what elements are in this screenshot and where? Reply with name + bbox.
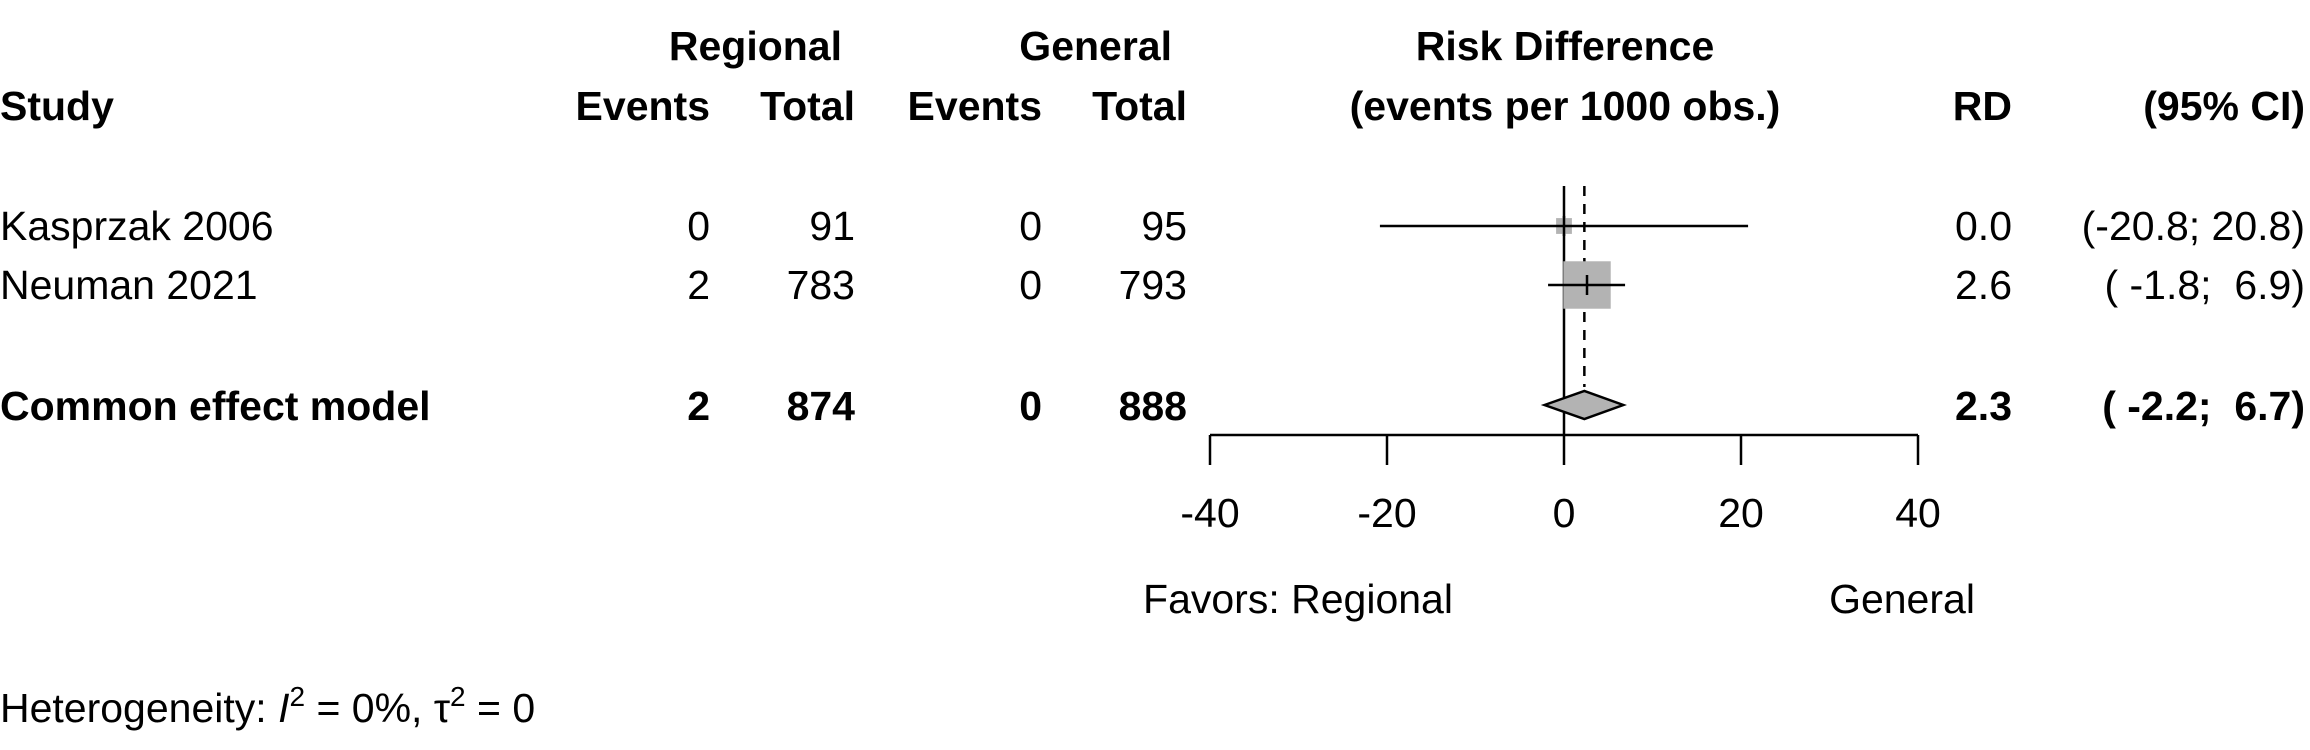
pooled-name: Common effect model xyxy=(0,383,431,429)
pooled-diamond xyxy=(1540,389,1627,421)
header-regional-total: Total xyxy=(760,83,855,129)
regional-events: 2 xyxy=(687,262,710,308)
i2-value: = 0%, xyxy=(305,685,434,731)
header-regional: Regional xyxy=(669,23,842,69)
header-study: Study xyxy=(0,83,114,129)
i2-superscript: 2 xyxy=(289,681,305,712)
header-general: General xyxy=(1019,23,1172,69)
general-events: 0 xyxy=(1019,203,1042,249)
pooled-general-events: 0 xyxy=(1019,383,1042,429)
i2-symbol: I xyxy=(278,685,289,731)
tau-symbol: τ xyxy=(434,685,450,731)
x-tick-label: 0 xyxy=(1553,490,1576,536)
general-total: 793 xyxy=(1119,262,1187,308)
general-total: 95 xyxy=(1141,203,1187,249)
pooled-rd: 2.3 xyxy=(1955,383,2012,429)
x-axis: -40 -20 0 20 40 xyxy=(1180,433,1941,536)
regional-total: 91 xyxy=(809,203,855,249)
x-tick-label: -40 xyxy=(1180,490,1239,536)
x-tick-label: -20 xyxy=(1357,490,1416,536)
tau-value: = 0 xyxy=(466,685,536,731)
general-events: 0 xyxy=(1019,262,1042,308)
header-rd: RD xyxy=(1953,83,2012,129)
favors-right-label: General xyxy=(1829,576,1975,622)
pooled-regional-total: 874 xyxy=(787,383,856,429)
header-general-events: Events xyxy=(908,83,1042,129)
header-general-total: Total xyxy=(1092,83,1187,129)
forest-marks xyxy=(1379,186,1749,435)
header-regional-events: Events xyxy=(576,83,710,129)
study-rd: 0.0 xyxy=(1955,203,2012,249)
study-row: Neuman 2021 2 783 0 793 2.6 ( -1.8; 6.9) xyxy=(0,262,2305,308)
study-name: Kasprzak 2006 xyxy=(0,203,274,249)
x-tick-label: 20 xyxy=(1718,490,1764,536)
study-row: Kasprzak 2006 0 91 0 95 0.0 (-20.8; 20.8… xyxy=(0,203,2305,249)
study-ci: ( -1.8; 6.9) xyxy=(2104,262,2305,308)
tau-superscript: 2 xyxy=(450,681,466,712)
pooled-general-total: 888 xyxy=(1119,383,1187,429)
pooled-regional-events: 2 xyxy=(687,383,710,429)
pooled-row: Common effect model 2 874 0 888 2.3 ( -2… xyxy=(0,383,2305,429)
heterogeneity-text: Heterogeneity: I2 = 0%, τ2 = 0 xyxy=(0,681,535,731)
regional-events: 0 xyxy=(687,203,710,249)
header-ci: (95% CI) xyxy=(2143,83,2305,129)
x-tick-label: 40 xyxy=(1895,490,1941,536)
study-rd: 2.6 xyxy=(1955,262,2012,308)
favors-left-label: Favors: Regional xyxy=(1143,576,1453,622)
header-effect-subtitle: (events per 1000 obs.) xyxy=(1350,83,1781,129)
pooled-ci: ( -2.2; 6.7) xyxy=(2102,383,2305,429)
heterogeneity-prefix: Heterogeneity: xyxy=(0,685,278,731)
study-ci: (-20.8; 20.8) xyxy=(2082,203,2305,249)
study-name: Neuman 2021 xyxy=(0,262,258,308)
header-risk-difference: Risk Difference xyxy=(1416,23,1715,69)
regional-total: 783 xyxy=(787,262,855,308)
